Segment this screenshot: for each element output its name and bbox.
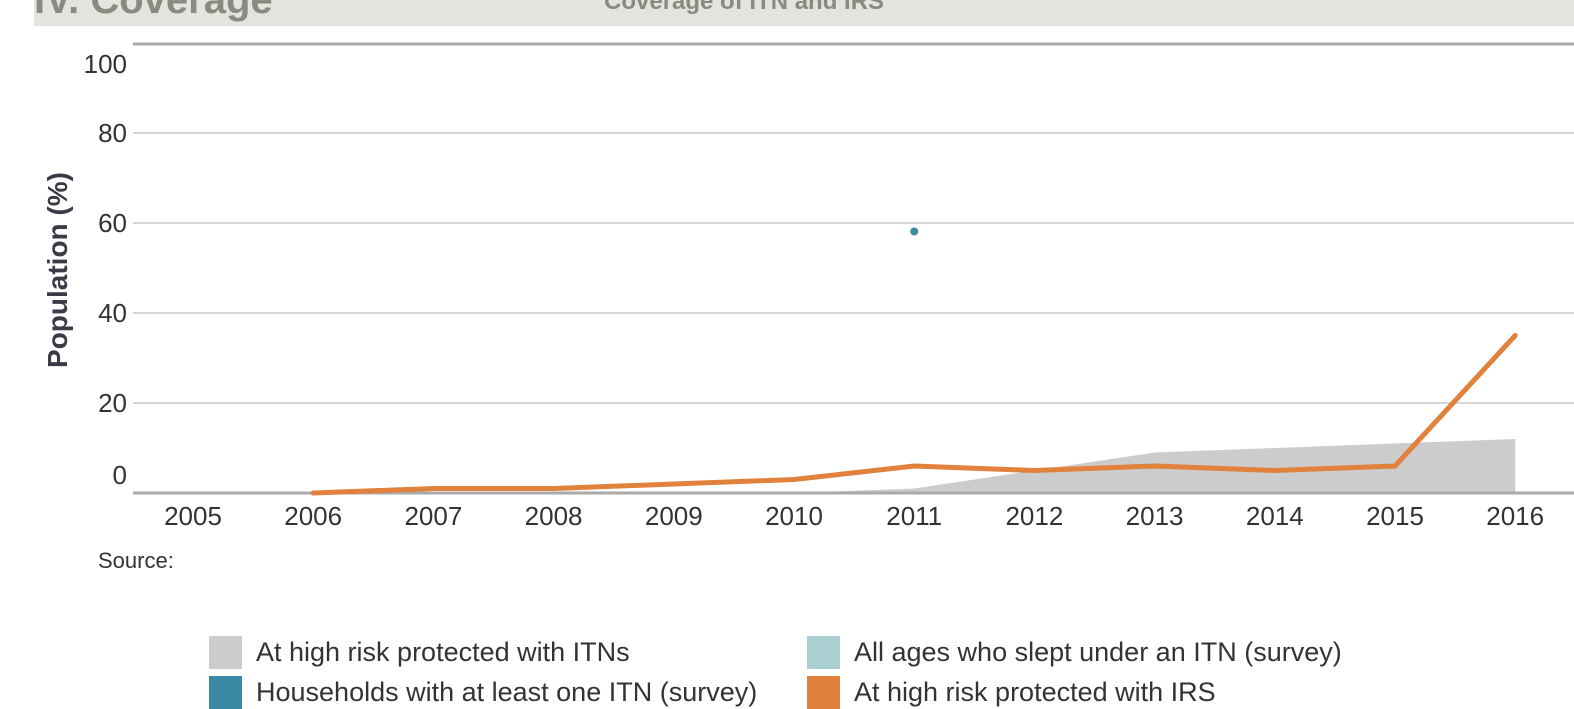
x-tick-label: 2016 — [1486, 501, 1544, 531]
legend-item-itn-high-risk[interactable]: At high risk protected with ITNs — [209, 635, 630, 669]
x-tick-label: 2013 — [1126, 501, 1184, 531]
x-tick-label: 2008 — [525, 501, 583, 531]
legend-label: Households with at least one ITN (survey… — [256, 676, 758, 707]
x-tick-label: 2014 — [1246, 501, 1304, 531]
legend-swatch — [209, 635, 242, 669]
legend-label: All ages who slept under an ITN (survey) — [854, 636, 1342, 667]
x-tick-label: 2005 — [164, 501, 222, 531]
x-tick-label: 2010 — [765, 501, 823, 531]
area-series-itn-high-risk — [193, 439, 1516, 493]
x-tick-label: 2015 — [1366, 501, 1424, 531]
x-tick-label: 2009 — [645, 501, 703, 531]
legend-swatch — [209, 675, 242, 709]
x-tick-label: 2012 — [1005, 501, 1063, 531]
legend-item-households-survey[interactable]: Households with at least one ITN (survey… — [209, 675, 757, 709]
coverage-chart: 0 20 40 60 80 100 Population (%) 2005 2006 2007 20… — [42, 42, 1574, 531]
legend-label: At high risk protected with ITNs — [256, 636, 630, 667]
header-bar: IV. Coverage Coverage of ITN and IRS — [34, 0, 1574, 26]
chart-title: Coverage of ITN and IRS — [604, 0, 885, 15]
source-label: Source: — [98, 548, 174, 573]
y-tick-label: 80 — [98, 118, 127, 148]
legend-swatch — [807, 675, 840, 709]
y-axis-title: Population (%) — [42, 172, 73, 368]
y-tick-label: 40 — [98, 298, 127, 328]
y-tick-label: 20 — [98, 388, 127, 418]
legend-swatch — [807, 635, 840, 669]
legend-label: At high risk protected with IRS — [854, 676, 1216, 707]
y-tick-label: 100 — [84, 49, 127, 79]
y-tick-label: 60 — [98, 208, 127, 238]
y-tick-label: 0 — [113, 460, 127, 490]
section-title: IV. Coverage — [34, 0, 273, 22]
x-tick-label: 2007 — [404, 501, 462, 531]
x-tick-label: 2006 — [284, 501, 342, 531]
legend-item-all-ages-survey[interactable]: All ages who slept under an ITN (survey) — [807, 635, 1342, 669]
line-series-irs-high-risk — [310, 333, 1518, 496]
data-point-households-survey — [910, 227, 919, 236]
legend-item-irs-high-risk[interactable]: At high risk protected with IRS — [807, 675, 1216, 709]
x-tick-label: 2011 — [886, 501, 942, 531]
